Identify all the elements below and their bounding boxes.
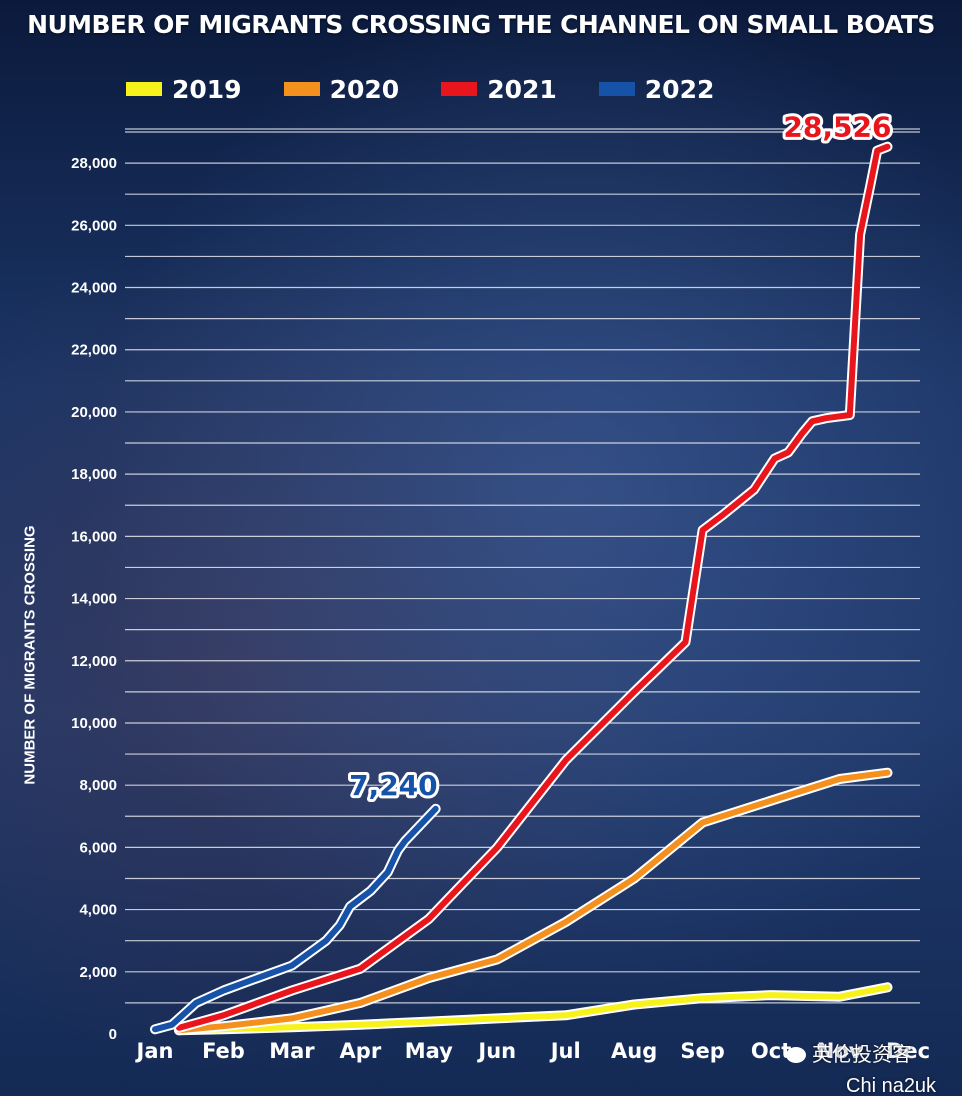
series-line-2021 [176, 143, 891, 1031]
wechat-icon [786, 1047, 806, 1063]
y-tick-label: 8,000 [79, 777, 117, 794]
y-tick-label: 14,000 [71, 591, 117, 608]
legend-swatch [126, 82, 162, 96]
x-tick-label: Jul [549, 1039, 581, 1063]
chart-legend: 2019 2020 2021 2022 [126, 74, 756, 104]
y-tick-label: 26,000 [71, 217, 117, 234]
end-label-2021: 28,526 [783, 111, 891, 144]
x-tick-label: Dec [886, 1039, 930, 1063]
series-line-2022 [152, 805, 439, 1033]
series-line-2020 [176, 769, 891, 1034]
watermark: 英伦投资客 Chi na2uk [786, 1038, 956, 1096]
legend-label: 2021 [487, 74, 557, 104]
y-tick-label: 20,000 [71, 404, 117, 421]
legend-label: 2020 [329, 74, 400, 104]
series-halo-2022 [150, 803, 441, 1035]
legend-item-2019: 2019 [126, 74, 242, 104]
x-tick-label: Jun [476, 1039, 516, 1063]
y-tick-label: 4,000 [79, 902, 117, 919]
y-tick-label: 16,000 [71, 528, 117, 545]
watermark-sub: Chi na2uk [846, 1075, 937, 1096]
series-lines [150, 141, 893, 1036]
y-tick-label: 22,000 [71, 342, 117, 359]
y-tick-label: 28,000 [71, 155, 117, 172]
legend-item-2021: 2021 [441, 74, 557, 104]
x-tick-label: May [405, 1039, 453, 1063]
x-tick-label: Nov [817, 1039, 863, 1063]
legend-label: 2019 [172, 74, 242, 104]
y-tick-label: 18,000 [71, 466, 117, 483]
legend-swatch [283, 82, 320, 96]
watermark-text: 英伦投资客 [812, 1044, 912, 1066]
series-halo-2021 [174, 141, 893, 1033]
x-tick-label: Aug [611, 1039, 657, 1063]
x-tick-label: Mar [269, 1039, 315, 1063]
end-label-2022: 7,240 [349, 769, 438, 802]
end-labels: 28,526 7,240 [346, 108, 894, 805]
gridlines [125, 128, 920, 1004]
series-line-2019 [176, 984, 891, 1034]
x-tick-label: Feb [202, 1039, 245, 1063]
y-tick-label: 12,000 [71, 653, 117, 670]
chart-title: NUMBER OF MIGRANTS CROSSING THE CHANNEL … [27, 10, 935, 39]
y-tick-label: 24,000 [71, 280, 117, 297]
y-tick-label: 2,000 [79, 964, 117, 981]
x-tick-label: Oct [751, 1039, 791, 1063]
y-tick-label: 10,000 [71, 715, 117, 732]
y-tick-label: 6,000 [79, 839, 117, 856]
x-tick-label: Sep [680, 1039, 724, 1063]
x-tick-label: Jan [135, 1039, 174, 1063]
legend-item-2022: 2022 [598, 74, 715, 104]
legend-item-2020: 2020 [283, 74, 400, 104]
y-tick-labels: 0 2,000 4,000 6,000 8,000 10,000 12,000 14,000 1… [71, 155, 117, 1043]
x-tick-labels: Jan Feb Mar Apr May Jun Jul Aug Sep Oct Nov Dec [135, 1039, 931, 1063]
legend-label: 2022 [644, 74, 715, 104]
x-tick-label: Apr [340, 1039, 382, 1063]
legend-swatch [441, 82, 478, 96]
y-tick-label: 0 [109, 1026, 117, 1043]
legend-swatch [598, 82, 635, 96]
